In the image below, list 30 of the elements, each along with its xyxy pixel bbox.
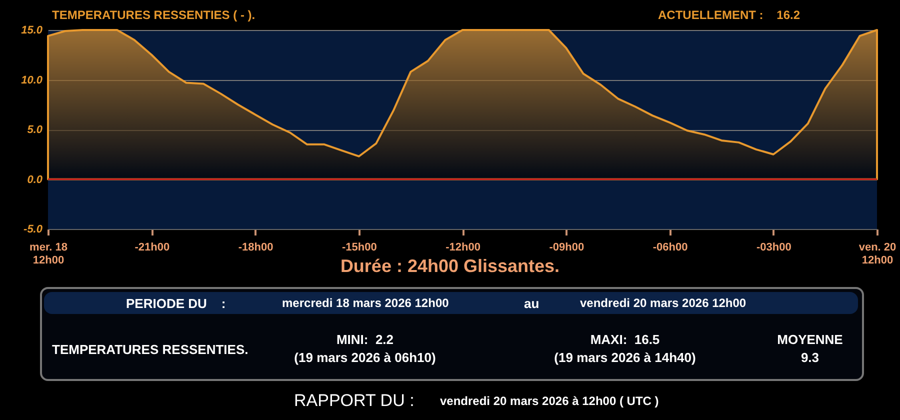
text: MAXI: 16.5 [589,332,661,347]
y-tick-label: 10.0 [21,74,44,86]
text: PERIODE DU : [126,296,226,311]
y-tick-label: 5.0 [27,124,44,136]
chart-subtitle: ACTUELLEMENT : 16.2 [658,8,800,22]
x-tick-label: -09h00 [549,242,584,254]
x-tick-label: ven. 20 12h00 [858,242,896,266]
x-tick-label: -03h00 [756,242,792,254]
text: vendredi 20 mars 2026 12h00 [580,296,746,310]
text: MINI: 2.2 [335,332,395,347]
text: 9.3 [800,350,820,365]
x-tick-label: mer. 18 12h00 [30,242,68,266]
x-tick-label: -18h00 [238,242,274,254]
x-tick-label: -15h00 [342,242,377,254]
text: MOYENNE [776,332,844,347]
x-axis-title: Durée : 24h00 Glissantes. [340,256,560,276]
x-tick-label: -21h00 [134,242,170,254]
text: (19 mars 2026 à 06h10) [293,350,437,365]
y-tick-label: -5.0 [24,224,44,236]
text: (19 mars 2026 à 14h40) [553,350,697,365]
text: au [524,296,540,311]
text: RAPPORT DU : [294,391,414,411]
text: mercredi 18 mars 2026 12h00 [282,296,449,310]
y-tick-label: 0.0 [27,174,44,186]
text: TEMPERATURES RESSENTIES. [52,342,248,357]
text: vendredi 20 mars 2026 à 12h00 ( UTC ) [440,394,659,408]
x-tick-label: -06h00 [652,242,688,254]
chart-title: TEMPERATURES RESSENTIES ( - ). [52,8,256,22]
x-tick-label: -12h00 [446,242,480,254]
y-tick-label: 15.0 [21,24,44,36]
